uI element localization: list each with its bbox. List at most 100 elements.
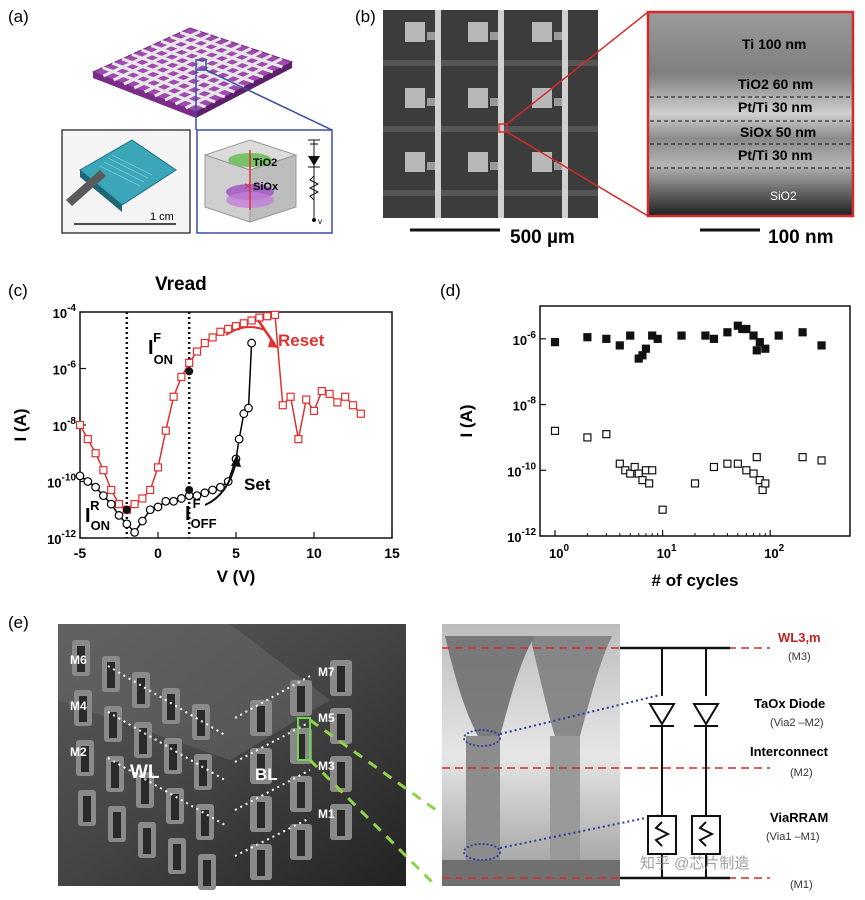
x-axis-label: V (V) [217, 567, 256, 586]
x-axis-label: # of cycles [652, 571, 739, 590]
chart-d: 100 101 102 10-12 10-10 10-8 10-6 # of cycles I … [457, 305, 851, 590]
data-point [658, 505, 667, 514]
tick-label: 10-6 [513, 330, 537, 348]
x-tick-label: 15 [384, 545, 400, 561]
data-point [761, 479, 770, 488]
data-point [75, 471, 85, 481]
data-point [317, 387, 326, 396]
bottom-sub: (M1) [790, 879, 813, 891]
tick-label: 10-12 [47, 529, 76, 547]
data-point [114, 500, 124, 509]
data-point [99, 466, 108, 475]
data-point [91, 482, 100, 492]
data-point [114, 511, 124, 520]
scale-bar-100nm: 100 nm [768, 227, 833, 248]
data-point [192, 491, 202, 501]
data-point [653, 334, 662, 343]
data-point [677, 331, 686, 340]
data-point [138, 494, 147, 503]
data-point [122, 519, 132, 529]
x-tick-label: 5 [232, 545, 240, 561]
reset-arrow [256, 319, 277, 346]
panel-b: (b) 500 µm Ti 100 nm TiO2 60 nm Pt/Ti 30… [355, 7, 855, 248]
data-point [286, 392, 295, 401]
voltage-label: v [318, 217, 322, 226]
zoom-box [195, 59, 207, 71]
data-point [709, 334, 719, 343]
data-point [752, 346, 761, 355]
level-guides [107, 665, 311, 857]
x-tick-label: 0 [154, 545, 162, 561]
data-point [626, 469, 635, 478]
diode-label: TaOx Diode [754, 696, 825, 711]
cell-schematic: × TiO2 SiOx v [203, 139, 322, 226]
sem-array-cells [383, 10, 598, 218]
tem-cross-section [646, 10, 855, 218]
data-point [153, 463, 163, 472]
tick-label: 101 [657, 543, 677, 561]
data-point [169, 496, 179, 506]
data-point [641, 344, 651, 353]
data-point [247, 338, 257, 348]
data-point [278, 401, 287, 410]
data-point [270, 310, 280, 319]
data-point [723, 328, 732, 337]
data-point [755, 338, 764, 347]
data-point [185, 358, 194, 367]
data-point [107, 485, 116, 495]
data-point [626, 331, 635, 340]
data-point [161, 426, 170, 435]
data-point [239, 409, 249, 419]
data-point [239, 319, 248, 328]
data-point [798, 453, 807, 462]
data-point [75, 420, 85, 430]
data-point [550, 426, 560, 435]
tem-layer-ti: Ti 100 nm [742, 36, 806, 52]
x-tick-label: 10 [306, 545, 322, 561]
sem-stack-pillars [72, 640, 352, 890]
y-axis-label: I (A) [11, 408, 30, 441]
chart-c-frame [79, 311, 393, 539]
data-point [177, 372, 186, 382]
set-label: Set [244, 475, 271, 494]
data-point [761, 344, 770, 353]
data-point [192, 347, 202, 356]
data-point [615, 459, 624, 468]
data-point [153, 502, 163, 512]
tick-label: 10-6 [53, 360, 77, 378]
data-point [356, 409, 365, 418]
label-m5: M5 [318, 711, 335, 725]
wl-sub: (M3) [788, 651, 811, 663]
highlight-box [297, 717, 311, 761]
data-point [709, 462, 719, 472]
read-point [185, 367, 194, 376]
data-point [749, 331, 758, 340]
tick-label: 102 [764, 543, 784, 561]
circuit-schematic [442, 646, 770, 880]
data-point [130, 527, 140, 537]
data-point [91, 449, 100, 458]
tem-layer-ptti-2: Pt/Ti 30 nm [738, 147, 812, 163]
tick-label: 10-10 [47, 473, 76, 491]
data-point [341, 392, 350, 401]
data-point [146, 485, 155, 495]
data-point [83, 435, 92, 444]
data-point [774, 331, 783, 340]
tick-label: 10-12 [507, 527, 536, 545]
ion-r-label: IONR [85, 498, 110, 533]
tick-label: 10-8 [513, 396, 537, 414]
reset-arrow-curve [225, 325, 266, 336]
data-point [208, 333, 217, 342]
data-point [690, 479, 700, 488]
tick-label: 10-10 [507, 461, 536, 479]
tem-layer-tio2: TiO2 60 nm [738, 76, 813, 92]
panel-a: (a) 1 cm [8, 7, 333, 234]
panel-d: (d) 100 101 102 10-12 10-10 10-8 10-6 # of cycl… [440, 281, 851, 590]
data-point [733, 459, 742, 468]
data-point [106, 499, 116, 509]
data-point [752, 453, 761, 462]
data-point [583, 433, 592, 442]
diode-sub: (Via2 –M2) [770, 717, 824, 729]
data-point [130, 500, 139, 509]
data-point [176, 494, 186, 503]
